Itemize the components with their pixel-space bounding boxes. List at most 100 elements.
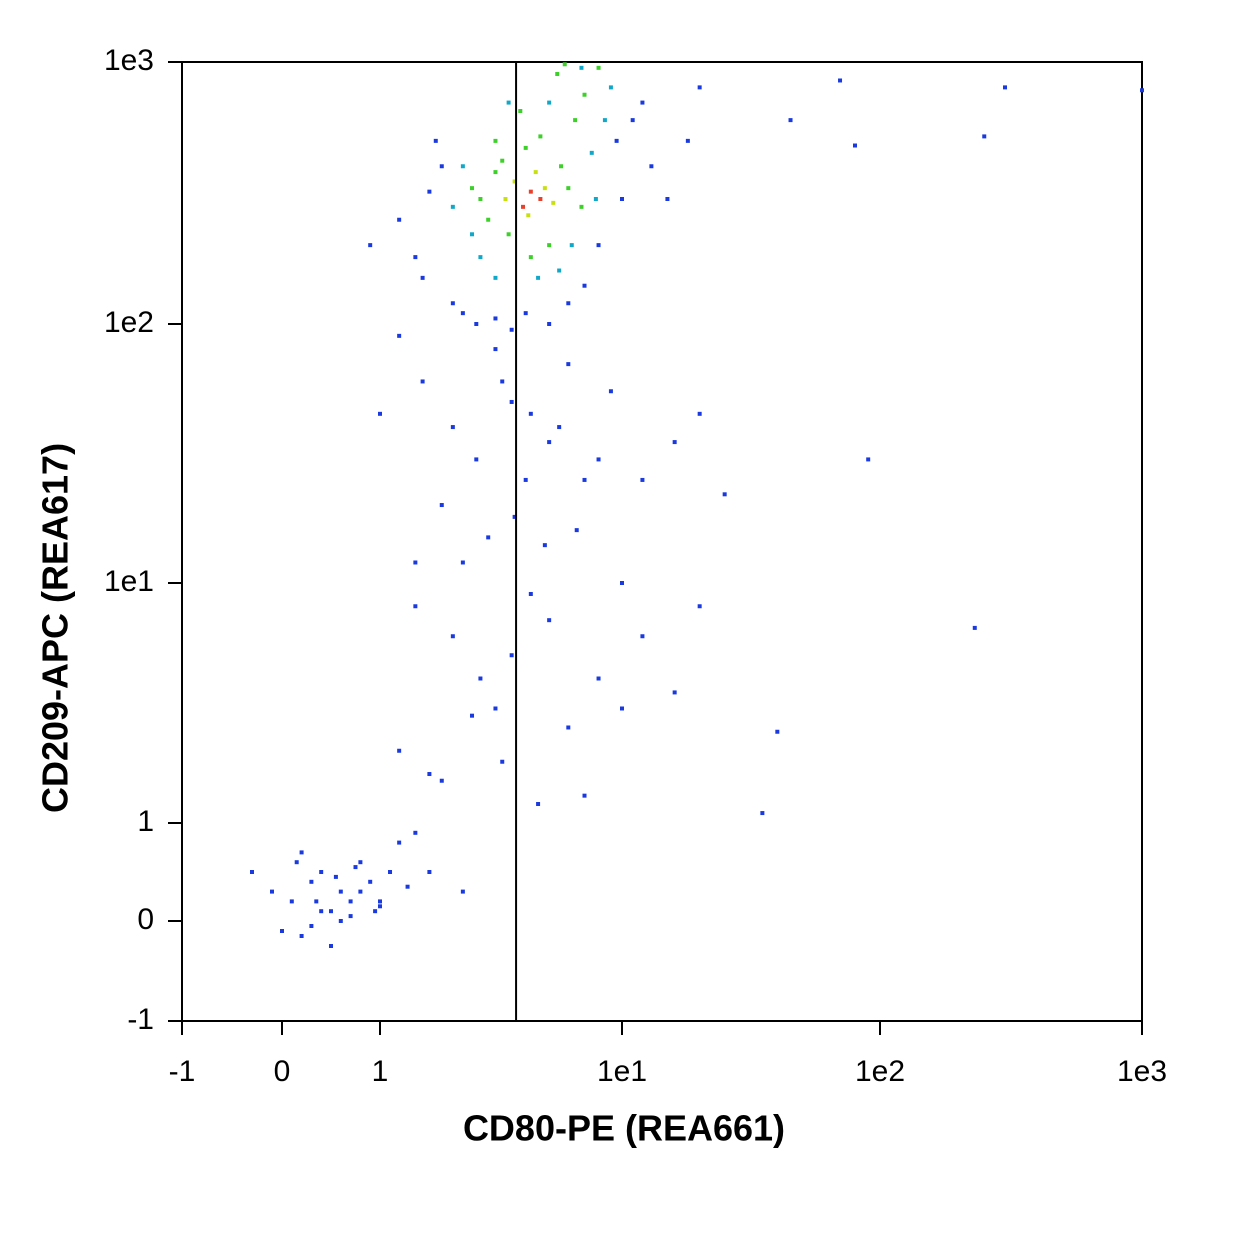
point <box>397 217 402 222</box>
point <box>582 793 587 798</box>
point <box>397 748 402 753</box>
point <box>697 411 702 416</box>
point <box>280 929 284 933</box>
point <box>450 301 455 306</box>
point <box>450 204 455 209</box>
point <box>566 362 571 367</box>
point <box>460 164 465 169</box>
point <box>596 676 601 681</box>
point <box>557 425 562 430</box>
point <box>506 100 511 105</box>
point <box>413 604 418 609</box>
point <box>523 477 528 482</box>
point <box>614 138 619 143</box>
point <box>528 189 533 194</box>
point <box>319 909 324 914</box>
point <box>697 85 702 90</box>
point <box>486 535 491 540</box>
point <box>566 725 571 730</box>
point <box>405 884 410 889</box>
point <box>579 65 584 70</box>
point <box>672 440 677 445</box>
point <box>536 275 541 280</box>
point <box>338 919 343 923</box>
point <box>523 145 528 150</box>
point <box>640 100 645 105</box>
point <box>420 275 425 280</box>
point <box>427 870 432 874</box>
point <box>569 243 574 248</box>
point <box>608 85 613 90</box>
point <box>518 109 523 114</box>
point <box>866 457 871 462</box>
point <box>427 772 432 777</box>
point <box>775 729 780 734</box>
point <box>512 514 517 519</box>
point <box>314 899 319 904</box>
x-tick-label: -1 <box>169 1055 196 1088</box>
point <box>557 268 562 273</box>
point <box>602 118 607 123</box>
point <box>838 78 843 83</box>
point <box>542 543 547 548</box>
point <box>397 333 402 338</box>
plot-frame <box>181 61 1143 1022</box>
point <box>509 327 514 332</box>
point <box>542 186 547 191</box>
point <box>523 311 528 316</box>
point <box>338 889 343 894</box>
x-tick-label: 1e3 <box>1117 1055 1167 1088</box>
x-tick-label: 1e1 <box>597 1055 647 1088</box>
point <box>640 634 645 639</box>
point <box>333 874 338 879</box>
x-tick-label: 0 <box>274 1055 291 1088</box>
point <box>582 283 587 288</box>
point <box>478 255 483 260</box>
point <box>630 118 635 123</box>
x-tick-label: 1e2 <box>855 1055 905 1088</box>
point <box>478 676 483 681</box>
point <box>547 100 552 105</box>
point <box>649 164 654 169</box>
point <box>420 379 425 384</box>
point <box>533 170 538 175</box>
point <box>493 706 498 711</box>
point <box>368 243 373 248</box>
point <box>608 389 613 394</box>
point <box>413 560 418 565</box>
point <box>397 840 402 845</box>
point <box>433 138 438 143</box>
point <box>620 706 624 711</box>
point <box>697 604 702 609</box>
point <box>493 170 498 175</box>
point <box>450 425 455 430</box>
point <box>413 255 418 260</box>
point <box>299 850 304 855</box>
y-tick-label: 1e1 <box>104 565 154 598</box>
point <box>353 865 358 870</box>
point <box>388 870 393 874</box>
point <box>559 164 564 169</box>
point <box>460 560 465 565</box>
point <box>1140 88 1144 93</box>
point <box>852 143 857 148</box>
point <box>506 232 511 237</box>
point <box>413 830 418 835</box>
point <box>378 899 382 904</box>
point <box>474 322 479 326</box>
point <box>439 503 444 508</box>
point <box>620 196 624 201</box>
point <box>566 186 571 191</box>
point <box>299 934 304 938</box>
point <box>788 118 793 123</box>
point <box>378 904 382 909</box>
point <box>521 204 526 209</box>
point <box>665 196 670 201</box>
point <box>596 457 601 462</box>
point <box>566 301 571 306</box>
point <box>309 879 314 884</box>
point <box>573 118 578 123</box>
point <box>640 477 645 482</box>
point <box>250 870 254 874</box>
